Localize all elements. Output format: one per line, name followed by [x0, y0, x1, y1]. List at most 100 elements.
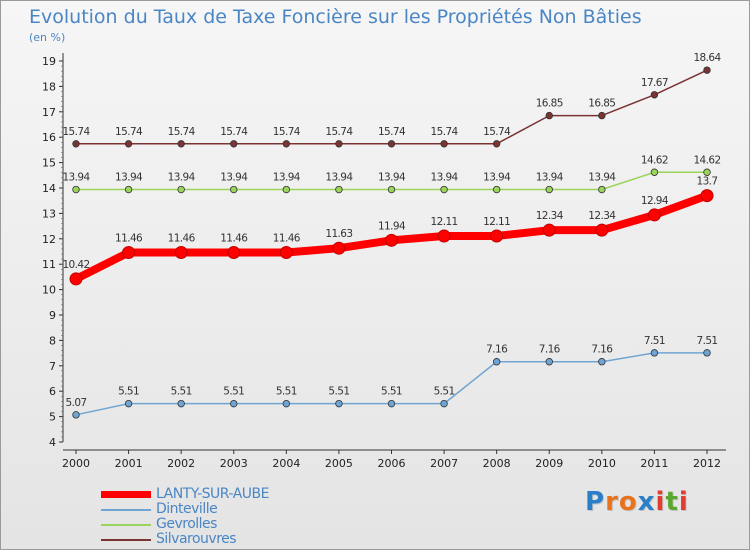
y-axis-unit-label: (en %) [29, 31, 66, 44]
legend-swatch [101, 524, 151, 526]
data-point [72, 140, 80, 148]
data-point [703, 168, 711, 176]
data-label: 15.74 [431, 126, 459, 138]
data-label: 5.51 [434, 386, 455, 398]
x-tick-label: 2012 [693, 457, 721, 470]
x-tick-label: 2001 [115, 457, 143, 470]
data-point [174, 246, 188, 260]
legend-label: Dinteville [156, 501, 218, 517]
data-label: 11.46 [273, 233, 301, 245]
data-point [647, 208, 661, 222]
legend-label: Silvarouvres [156, 531, 237, 547]
data-point [385, 233, 398, 247]
data-point [230, 140, 238, 148]
data-point [230, 399, 238, 408]
y-tick-label: 11 [42, 258, 56, 271]
data-label: 14.62 [641, 154, 668, 166]
series-silvarouvres: 15.74 15.74 15.74 15.74 15.74 15.74 15.74 15.74… [62, 52, 722, 148]
legend-swatch [101, 491, 151, 498]
data-label: 5.51 [118, 386, 139, 398]
data-label: 15.74 [325, 126, 353, 138]
data-label: 13.94 [273, 172, 301, 184]
data-point [335, 185, 343, 194]
data-point [440, 399, 448, 408]
data-label: 12.34 [588, 210, 616, 222]
y-tick-label: 12 [42, 233, 56, 246]
data-point [492, 140, 501, 148]
x-tick-label: 2002 [167, 457, 195, 470]
y-tick-label: 15 [42, 157, 56, 170]
data-point [490, 229, 504, 243]
data-point [72, 411, 80, 419]
legend-swatch [101, 509, 151, 511]
data-label: 5.07 [66, 397, 87, 409]
x-tick-label: 2011 [640, 457, 668, 470]
data-label: 11.46 [115, 233, 143, 245]
data-label: 16.85 [536, 98, 563, 110]
y-tick-label: 8 [49, 334, 56, 347]
legend-label: LANTY-SUR-AUBE [156, 486, 269, 502]
data-point [177, 185, 185, 194]
data-label: 15.74 [273, 126, 301, 138]
y-tick-label: 18 [42, 80, 56, 93]
y-tick-label: 4 [49, 436, 56, 449]
data-point [279, 246, 293, 260]
data-point [332, 241, 346, 255]
chart-title: Evolution du Taux de Taxe Foncière sur l… [29, 6, 642, 28]
y-tick-label: 14 [42, 182, 56, 195]
data-label: 13.94 [62, 172, 90, 184]
data-point [492, 358, 501, 366]
legend-swatch [101, 539, 151, 541]
data-label: 12.11 [431, 216, 458, 228]
data-point [437, 229, 451, 243]
data-point [545, 185, 553, 194]
data-point [282, 140, 291, 148]
data-label: 7.16 [591, 344, 613, 356]
data-label: 13.94 [588, 172, 616, 184]
series-dinteville: 5.07 5.51 5.51 5.51 5.51 5.51 5.51 5.51 7.16 7.16… [66, 335, 718, 419]
data-point [700, 189, 714, 203]
data-label: 13.94 [325, 172, 353, 184]
x-tick-label: 2010 [588, 457, 616, 470]
data-label: 18.64 [693, 52, 721, 64]
data-point [650, 349, 659, 357]
data-label: 10.42 [62, 259, 89, 271]
data-point [542, 223, 556, 237]
data-label: 13.94 [115, 172, 143, 184]
data-point [72, 185, 80, 194]
data-label: 13.94 [483, 172, 511, 184]
data-label: 13.94 [431, 172, 459, 184]
data-label: 5.51 [171, 386, 192, 398]
data-point [387, 399, 396, 408]
data-point [387, 140, 396, 148]
data-label: 5.51 [381, 386, 402, 398]
data-point [650, 168, 659, 176]
data-label: 15.74 [115, 126, 143, 138]
data-label: 12.94 [641, 195, 669, 207]
data-point [440, 185, 448, 194]
y-tick-label: 6 [49, 385, 56, 398]
data-label: 11.94 [378, 220, 406, 232]
x-tick-label: 2006 [378, 457, 406, 470]
data-point [545, 358, 553, 366]
data-point [177, 399, 185, 408]
x-tick-label: 2009 [535, 457, 563, 470]
data-point [124, 140, 133, 148]
data-label: 16.85 [588, 98, 615, 110]
data-point [598, 111, 606, 120]
y-tick-label: 13 [42, 207, 56, 220]
data-label: 14.62 [693, 154, 720, 166]
x-tick-label: 2004 [272, 457, 300, 470]
data-point [282, 399, 291, 408]
series-gevrolles: 13.94 13.94 13.94 13.94 13.94 13.94 13.94 13.94… [62, 154, 721, 194]
data-label: 13.94 [220, 172, 248, 184]
data-point [227, 246, 241, 260]
y-tick-label: 17 [42, 106, 56, 119]
data-point [230, 185, 238, 194]
data-label: 15.74 [483, 126, 511, 138]
data-point [69, 272, 83, 286]
data-label: 12.11 [483, 216, 510, 228]
data-label: 15.74 [378, 126, 406, 138]
data-label: 7.51 [644, 335, 665, 347]
